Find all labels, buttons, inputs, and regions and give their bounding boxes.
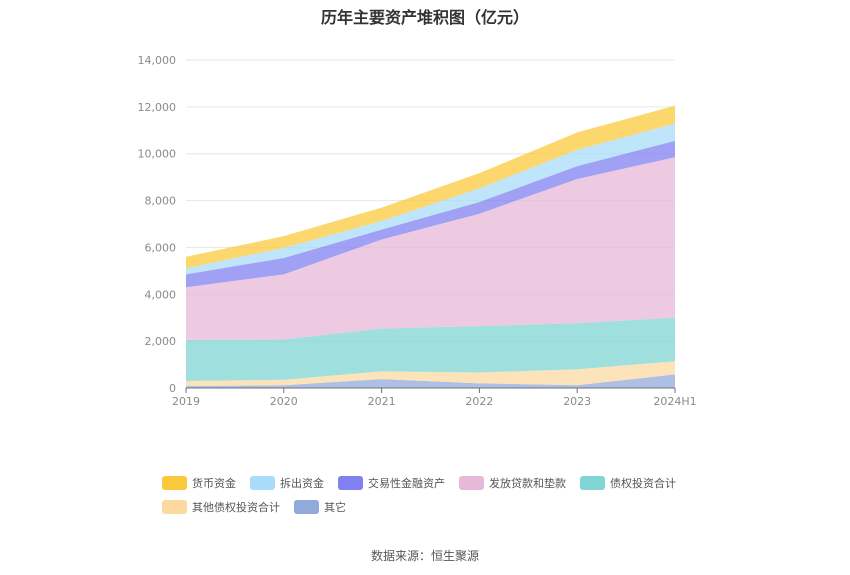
y-tick-label: 14,000 [138,54,177,67]
y-axis: 0 2,000 4,000 6,000 8,000 10,000 12,000 14,000 [138,54,177,395]
x-axis: 2019 2020 2021 2022 2023 2024H1 [172,387,697,408]
y-tick-label: 2,000 [145,335,177,348]
y-tick-label: 10,000 [138,148,177,161]
y-tick-label: 8,000 [145,195,177,208]
data-source: 数据来源：恒生聚源 [370,549,479,563]
legend-swatch [162,499,187,514]
legend-item[interactable]: 货币资金 [162,474,236,491]
legend-swatch [162,475,187,490]
legend-label: 其它 [324,500,346,514]
legend-swatch [580,475,605,490]
legend-label: 债权投资合计 [610,476,676,490]
x-tick-label: 2023 [563,395,591,408]
area-series [186,105,675,388]
legend-label: 交易性金融资产 [368,476,445,490]
legend-swatch [338,475,363,490]
legend-item[interactable]: 拆出资金 [250,474,324,491]
legend-label: 发放贷款和垫款 [489,476,566,490]
legend-swatch [294,499,319,514]
legend-label: 拆出资金 [280,476,324,490]
y-tick-label: 12,000 [138,101,177,114]
legend-item[interactable]: 交易性金融资产 [338,474,445,491]
x-tick-label: 2024H1 [653,395,696,408]
legend-label: 其他债权投资合计 [192,500,280,514]
legend-swatch [459,475,484,490]
area-series-债权投资合计 [186,317,675,381]
chart-title: 历年主要资产堆积图（亿元） [320,8,529,27]
y-tick-label: 0 [169,382,176,395]
legend-label: 货币资金 [192,476,236,490]
legend-swatch [250,475,275,490]
area-series-交易性金融资产 [186,140,675,288]
x-tick-label: 2020 [270,395,298,408]
area-series-其他债权投资合计 [186,361,675,387]
legend-item[interactable]: 其他债权投资合计 [162,498,280,515]
x-tick-label: 2019 [172,395,200,408]
legend-item[interactable]: 其它 [294,498,346,515]
area-series-拆出资金 [186,123,675,275]
legend-item[interactable]: 债权投资合计 [580,474,676,491]
y-tick-label: 4,000 [145,288,177,301]
x-tick-label: 2021 [368,395,396,408]
x-tick-label: 2022 [465,395,493,408]
y-tick-label: 6,000 [145,241,177,254]
area-series-发放贷款和垫款 [186,157,675,340]
legend: 货币资金 拆出资金 交易性金融资产 发放贷款和垫款 债权投资合计其他债权投资合计 其它 [162,474,722,515]
legend-item[interactable]: 发放贷款和垫款 [459,474,566,491]
area-series-货币资金 [186,105,675,269]
